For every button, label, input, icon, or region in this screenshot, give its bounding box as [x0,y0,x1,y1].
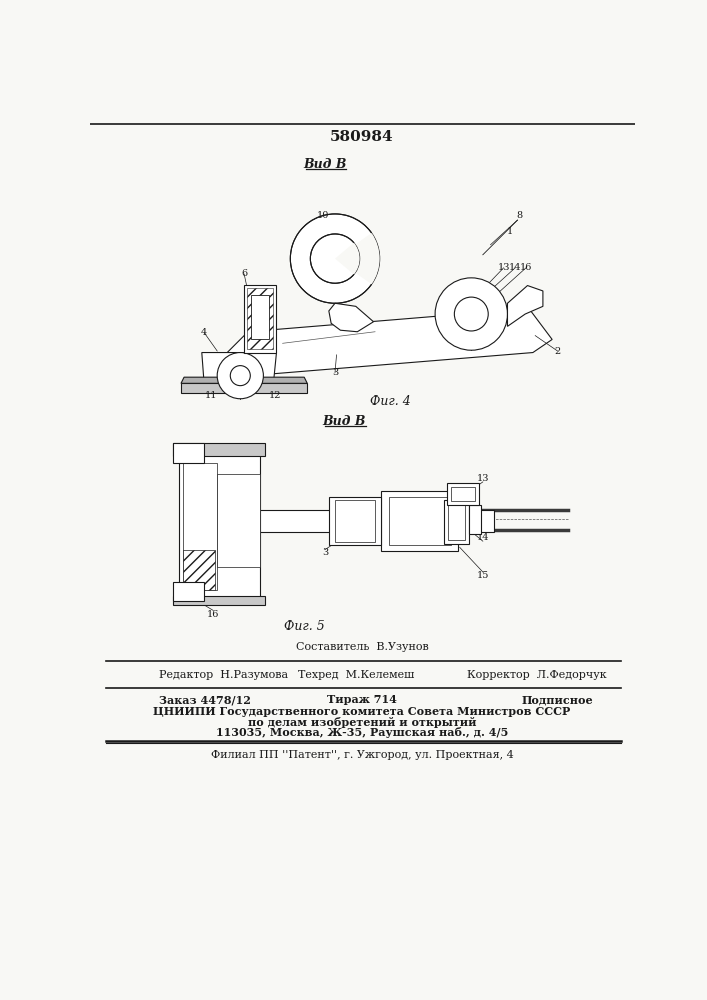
Text: 4: 4 [201,328,207,337]
Text: 6: 6 [241,269,247,278]
Text: Редактор  Н.Разумова: Редактор Н.Разумова [160,670,288,680]
Text: 2: 2 [554,347,561,356]
Text: Заказ 4478/12: Заказ 4478/12 [160,694,251,705]
Text: 3: 3 [322,548,328,557]
Bar [444,500,469,544]
Polygon shape [329,303,373,332]
Bar [447,483,479,505]
Bar [450,487,475,501]
Bar [335,500,375,542]
Text: 580984: 580984 [330,130,394,144]
Circle shape [291,214,380,303]
Bar [182,463,217,590]
Polygon shape [181,377,308,383]
Text: 12: 12 [269,391,281,400]
Text: 3: 3 [332,368,338,377]
Text: Техред  М.Келемеш: Техред М.Келемеш [298,670,414,680]
Text: ЦНИИПИ Государственного комитета Совета Министров СССР: ЦНИИПИ Государственного комитета Совета … [153,706,571,717]
Bar [173,582,204,601]
Wedge shape [335,233,380,284]
Bar [381,491,458,551]
Text: 14: 14 [477,533,489,542]
Text: по делам изобретений и открытий: по делам изобретений и открытий [247,717,477,728]
Circle shape [310,234,360,283]
Text: 14: 14 [509,263,522,272]
Polygon shape [508,286,543,326]
Circle shape [230,366,250,386]
Text: Филиал ПП ''Патент'', г. Ужгород, ул. Проектная, 4: Филиал ПП ''Патент'', г. Ужгород, ул. Пр… [211,750,513,760]
Bar [259,510,494,532]
Bar [173,443,265,456]
Text: Корректор  Л.Федорчук: Корректор Л.Федорчук [467,670,607,680]
Circle shape [455,297,489,331]
Polygon shape [201,353,276,383]
Polygon shape [181,383,308,393]
Polygon shape [225,309,552,376]
Bar [251,295,269,339]
Bar [182,550,215,590]
Text: Подписное: Подписное [521,694,593,705]
Bar [244,285,276,353]
Bar [173,596,265,605]
Text: Фиг. 4: Фиг. 4 [370,395,411,408]
Text: Тираж 714: Тираж 714 [327,694,397,705]
Text: 113035, Москва, Ж-35, Раушская наб., д. 4/5: 113035, Москва, Ж-35, Раушская наб., д. … [216,727,508,738]
Bar [448,504,465,540]
Text: 11: 11 [205,391,217,400]
Bar [247,288,274,349]
Bar [329,497,381,545]
Text: 13: 13 [477,474,489,483]
Bar [217,474,259,567]
Text: 10: 10 [317,211,329,220]
Bar [389,497,450,545]
Bar [173,443,204,463]
Text: 16: 16 [520,263,532,272]
Text: 16: 16 [207,610,220,619]
Circle shape [435,278,508,350]
Text: 8: 8 [517,211,523,220]
Text: 13: 13 [498,263,510,272]
Bar [179,451,259,601]
Bar [469,505,481,534]
Text: Вид В: Вид В [322,415,366,428]
Text: 1: 1 [507,227,513,236]
Text: Фиг. 5: Фиг. 5 [284,620,325,633]
Wedge shape [335,243,360,274]
Text: Составитель  В.Узунов: Составитель В.Узунов [296,642,428,652]
Text: 15: 15 [477,571,489,580]
Circle shape [217,353,264,399]
Text: Вид В: Вид В [303,158,346,171]
